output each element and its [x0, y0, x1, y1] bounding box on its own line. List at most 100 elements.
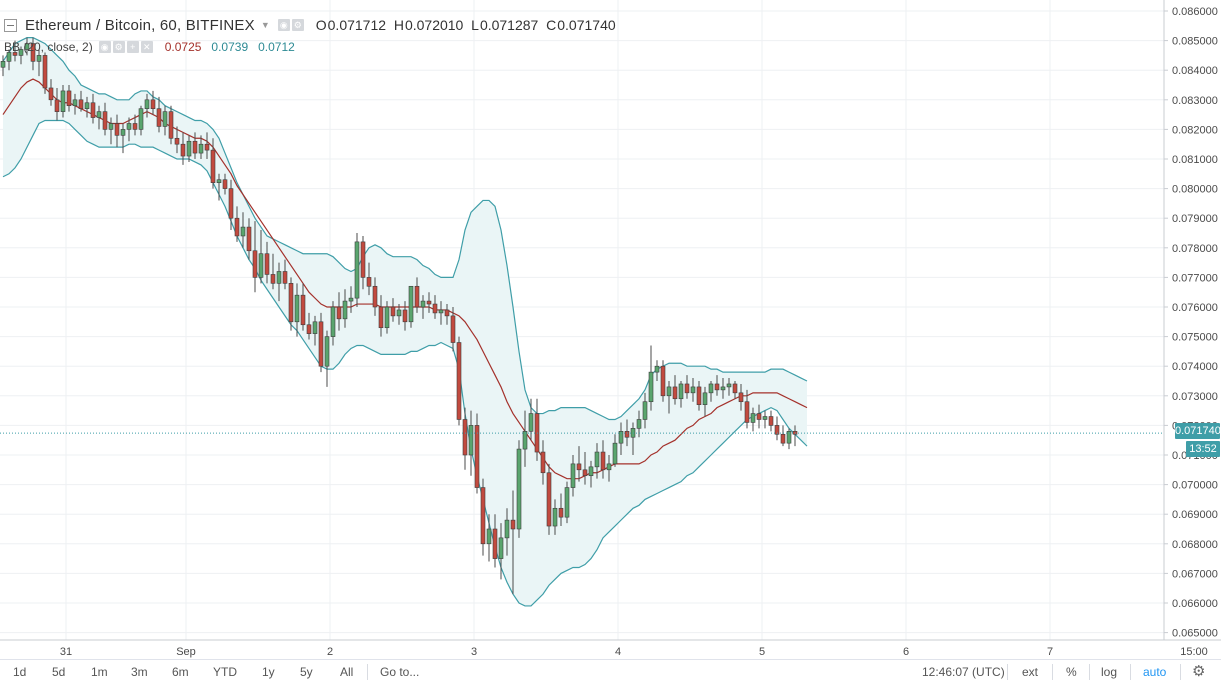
candle-body	[318, 321, 324, 367]
price-tick-label: 0.069000	[1172, 509, 1218, 521]
ohlc-values: O0.071712 H0.072010 L0.071287 C0.071740	[316, 17, 616, 33]
toolbar-divider	[1180, 664, 1181, 680]
range-1m[interactable]: 1m	[91, 665, 108, 679]
candle-body	[402, 309, 408, 323]
range-5y[interactable]: 5y	[300, 665, 313, 679]
candle-body	[606, 463, 612, 471]
candle-body	[90, 102, 96, 118]
price-tick-label: 0.081000	[1172, 154, 1218, 166]
range-6m[interactable]: 6m	[172, 665, 189, 679]
candle-body	[348, 297, 354, 302]
candle-body	[450, 315, 456, 343]
candle-body	[732, 383, 738, 394]
goto-button[interactable]: Go to...	[380, 665, 420, 679]
price-tick-label: 0.080000	[1172, 184, 1218, 196]
candle-body	[306, 324, 312, 334]
candle-body	[420, 300, 426, 308]
candle-body	[186, 140, 192, 157]
candle-body	[588, 466, 594, 477]
bollinger-upper-line	[2, 37, 808, 421]
candle-body	[642, 401, 648, 420]
candle-body	[600, 451, 606, 471]
price-tick-label: 0.086000	[1172, 6, 1218, 18]
price-tick-label: 0.077000	[1172, 272, 1218, 284]
candle-body	[234, 217, 240, 237]
candle-body	[102, 111, 108, 130]
candle-body	[156, 108, 162, 127]
close-icon[interactable]: ✕	[140, 41, 153, 53]
candle-body	[6, 52, 12, 62]
range-5d[interactable]: 5d	[52, 665, 66, 679]
range-1d[interactable]: 1d	[13, 665, 27, 679]
candle-body	[390, 306, 396, 317]
candle-body	[744, 401, 750, 423]
indicator-name[interactable]: BB (20, close, 2)	[4, 40, 93, 54]
price-tick-label: 0.082000	[1172, 124, 1218, 136]
log-toggle[interactable]: log	[1101, 665, 1118, 679]
gear-icon[interactable]: ⚙	[291, 19, 304, 31]
gear-icon[interactable]: ⚙	[112, 41, 125, 53]
candle-body	[330, 306, 336, 337]
candle-body	[762, 416, 768, 420]
price-tick-label: 0.067000	[1172, 568, 1218, 580]
bb-lower-value: 0.0712	[258, 40, 295, 54]
time-tick-label: Sep	[176, 646, 196, 658]
close-label: C	[546, 17, 557, 33]
candle-body	[738, 392, 744, 403]
candle-body	[726, 383, 732, 388]
open-value: 0.071712	[327, 17, 387, 33]
percent-toggle[interactable]: %	[1066, 665, 1077, 679]
candle-body	[228, 188, 234, 219]
candle-body	[66, 90, 72, 107]
eye-icon[interactable]: ◉	[98, 41, 111, 53]
utc-clock[interactable]: 12:46:07 (UTC)	[922, 665, 1005, 679]
candle-body	[204, 143, 210, 151]
candle-body	[708, 383, 714, 394]
candle-body	[276, 271, 282, 284]
time-tick-label: 4	[615, 646, 621, 658]
settings-gear-icon[interactable]: ⚙	[1192, 663, 1206, 680]
candle-body	[30, 43, 36, 62]
candle-body	[180, 143, 186, 157]
candle-body	[612, 442, 618, 465]
range-1y[interactable]: 1y	[262, 665, 275, 679]
chevron-down-icon[interactable]: ▼	[260, 20, 270, 30]
auto-toggle[interactable]: auto	[1143, 665, 1167, 679]
candle-body	[456, 342, 462, 420]
range-ytd[interactable]: YTD	[213, 665, 237, 679]
price-tick-label: 0.083000	[1172, 95, 1218, 107]
candle-body	[336, 306, 342, 320]
range-all[interactable]: All	[340, 665, 354, 679]
candle-body	[24, 43, 30, 50]
symbol-title[interactable]: Ethereum / Bitcoin, 60, BITFINEX	[25, 16, 255, 34]
candle-body	[672, 386, 678, 400]
chart-canvas[interactable]: 0.086000 0.085000 0.084000 0.083000 0.082000…	[0, 0, 1221, 659]
toolbar-divider	[1130, 664, 1131, 680]
eye-icon[interactable]: ◉	[277, 19, 290, 31]
candle-body	[714, 383, 720, 391]
candle-body	[756, 413, 762, 420]
plus-icon[interactable]: +	[126, 41, 139, 53]
price-tick-label: 0.075000	[1172, 332, 1218, 344]
ext-toggle[interactable]: ext	[1022, 665, 1039, 679]
range-3m[interactable]: 3m	[131, 665, 148, 679]
toolbar-divider	[367, 664, 368, 680]
bollinger-lower-line	[2, 119, 808, 607]
candle-body	[126, 123, 132, 130]
candle-body	[174, 137, 180, 145]
candle-body	[678, 383, 684, 400]
candle-body	[72, 99, 78, 107]
high-label: H	[393, 17, 404, 33]
price-tick-label: 0.076000	[1172, 302, 1218, 314]
collapse-legend-icon[interactable]	[4, 18, 17, 32]
price-tick-label: 0.079000	[1172, 213, 1218, 225]
candle-body	[408, 285, 414, 323]
candle-body	[780, 433, 786, 444]
candle-body	[312, 321, 318, 334]
candle-body	[486, 528, 492, 545]
candle-body	[192, 140, 198, 154]
candle-body	[786, 431, 792, 444]
candle-body	[396, 309, 402, 317]
candle-body	[294, 294, 300, 323]
